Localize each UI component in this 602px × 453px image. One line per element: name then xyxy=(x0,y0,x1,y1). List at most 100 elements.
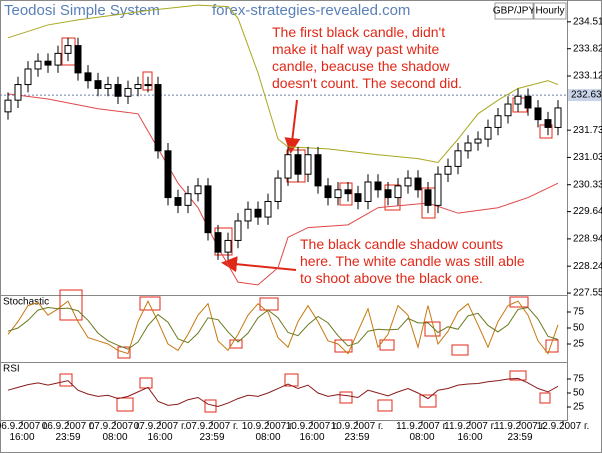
candle-body xyxy=(124,87,132,97)
candle-body xyxy=(364,181,372,202)
x-tick-label: 07.9.2007 г. 08:00 xyxy=(88,421,142,443)
y-tick-label: 229.64 xyxy=(573,206,602,217)
candle-body xyxy=(384,189,392,199)
x-tick-label: 10.9.2007 г. 08:00 xyxy=(241,421,295,443)
candle-body xyxy=(24,68,32,86)
candle-body xyxy=(114,84,122,97)
candle-body xyxy=(554,107,562,128)
candle-body xyxy=(404,177,412,187)
candle-body xyxy=(94,80,102,89)
candle-body xyxy=(394,185,402,199)
y-tick-label: 50 xyxy=(573,388,585,399)
candle-body xyxy=(424,189,432,206)
candle-body xyxy=(4,99,12,113)
annotation-text: doesn't count. The second did. xyxy=(272,75,462,91)
candle-body xyxy=(164,150,172,199)
y-tick-label: 228.94 xyxy=(573,234,602,245)
annotation-text: make it half way past white xyxy=(272,41,440,57)
annotation-text: candle, beacuse the shadow xyxy=(272,58,450,74)
y-tick-label: 75 xyxy=(573,374,585,385)
annotation-text: here. The white candle was still able xyxy=(300,253,525,269)
candle-body xyxy=(374,181,382,191)
candle-body xyxy=(494,115,502,128)
timeframe: Hourly xyxy=(536,6,565,17)
candle-body xyxy=(104,84,112,89)
candle-body xyxy=(234,220,242,241)
y-tick-label: 75 xyxy=(573,307,585,318)
y-tick-label: 50 xyxy=(573,323,585,334)
candle-body xyxy=(444,165,452,175)
candle-body xyxy=(354,193,362,202)
candle-body xyxy=(304,154,312,175)
candle-body xyxy=(454,150,462,167)
candle-body xyxy=(314,154,322,187)
candle-body xyxy=(334,189,342,199)
y-tick-label: 234.51 xyxy=(573,16,602,27)
candle-body xyxy=(184,193,192,206)
x-tick-label: 07.9.2007 г. 23:59 xyxy=(185,421,239,443)
y-tick-label: 231.03 xyxy=(573,152,602,163)
x-tick-label: 10.9.2007 г. 23:59 xyxy=(330,421,384,443)
panel-title: Stochastic xyxy=(3,297,49,308)
candle-body xyxy=(174,197,182,206)
y-tick-label: 228.24 xyxy=(573,261,602,272)
candle-body xyxy=(504,103,512,117)
candle-body xyxy=(434,173,442,206)
x-tick-label: 07.9.2007 г. 16:00 xyxy=(133,421,187,443)
candle-body xyxy=(34,60,42,70)
candle-body xyxy=(414,177,422,191)
candle-body xyxy=(84,72,92,82)
candle-body xyxy=(484,126,492,140)
x-tick-label: 11.9.2007 г. 08:00 xyxy=(396,421,448,443)
watermark: forex-strategies-revealed.com xyxy=(212,2,410,19)
last-price-box xyxy=(568,89,601,102)
candle-body xyxy=(274,177,282,202)
y-tick-label: 227.55 xyxy=(573,288,602,299)
annotation-text: The black candle shadow counts xyxy=(300,236,504,252)
last-price-label: 232.63 xyxy=(571,90,602,101)
candle-body xyxy=(14,84,22,101)
arrow xyxy=(221,256,297,273)
indicator-line xyxy=(7,377,559,407)
symbol: GBP/JPY xyxy=(493,6,536,17)
timeframe-box xyxy=(533,2,567,20)
y-tick-label: 25 xyxy=(573,402,585,413)
candle-body xyxy=(534,107,542,121)
x-tick-label: 06.9.2007 г. 23:59 xyxy=(41,421,95,443)
candle-body xyxy=(244,208,252,222)
panel-title: RSI xyxy=(3,364,20,375)
indicator-line xyxy=(7,299,559,355)
x-tick-label: 06.9.2007 г. 16:00 xyxy=(0,421,49,443)
candle-body xyxy=(64,45,72,54)
y-tick-label: 233.12 xyxy=(573,71,602,82)
candle-body xyxy=(524,95,532,109)
candle-body xyxy=(44,60,52,66)
band-line xyxy=(7,93,559,286)
y-tick-label: 25 xyxy=(573,339,585,350)
arrow xyxy=(284,99,301,154)
candle-body xyxy=(324,185,332,199)
candle-body xyxy=(154,84,162,152)
title: Teodosi Simple System xyxy=(4,2,160,19)
candle-body xyxy=(264,200,272,218)
annotation-text: The first black candle, didn't xyxy=(272,24,446,40)
candle-body xyxy=(54,52,62,66)
candle-body xyxy=(474,138,482,144)
candle-body xyxy=(214,232,222,253)
indicator-line xyxy=(7,306,559,350)
candle-body xyxy=(74,45,82,74)
annotation-text: to shoot above the black one. xyxy=(300,270,483,286)
candle-body xyxy=(204,185,212,234)
candle-body xyxy=(284,154,292,179)
candle-body xyxy=(254,208,262,218)
x-tick-label: 10.9.2007 г. 16:00 xyxy=(285,421,339,443)
x-tick-label: 11.9.2007 г. 16:00 xyxy=(444,421,496,443)
candle-body xyxy=(344,189,352,195)
candle-body xyxy=(144,84,152,87)
candle-body xyxy=(294,154,302,175)
candle-body xyxy=(224,239,232,253)
candle-body xyxy=(194,185,202,195)
